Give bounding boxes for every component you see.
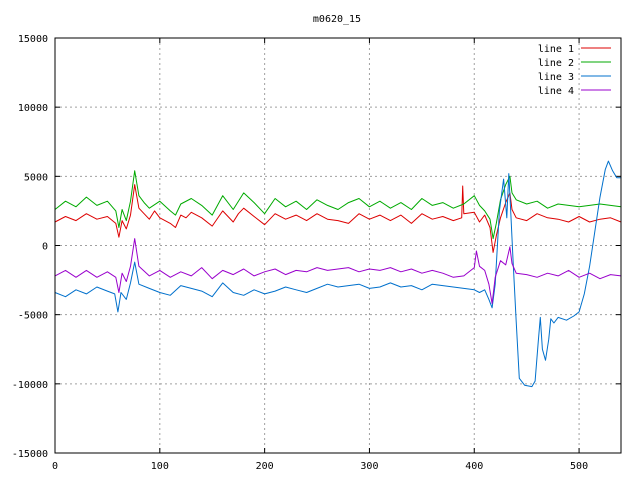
legend-label: line 2 bbox=[538, 58, 574, 69]
y-tick-label: 0 bbox=[42, 242, 48, 253]
series-lines bbox=[54, 160, 622, 388]
x-tick-label: 100 bbox=[151, 461, 169, 472]
y-tick-label: -10000 bbox=[12, 380, 48, 391]
y-tick-label: -15000 bbox=[12, 449, 48, 460]
x-tick-label: 500 bbox=[570, 461, 588, 472]
y-tick-label: 5000 bbox=[24, 172, 48, 183]
grid-lines bbox=[55, 38, 621, 453]
series-line-3 bbox=[54, 160, 621, 388]
x-tick-label: 0 bbox=[52, 461, 58, 472]
legend-label: line 4 bbox=[538, 86, 574, 97]
axis-ticks: 0 100 200 300 400 500 -15000 -10000 -5000 0 5000 10… bbox=[12, 34, 621, 472]
y-tick-label: 10000 bbox=[18, 103, 48, 114]
series-line-1 bbox=[54, 184, 622, 253]
y-tick-label: -5000 bbox=[18, 311, 48, 322]
legend: line 1 line 2 line 3 line 4 bbox=[538, 44, 611, 97]
chart-title: m0620_15 bbox=[313, 14, 361, 25]
series-line-2 bbox=[54, 170, 622, 240]
x-tick-label: 300 bbox=[360, 461, 378, 472]
y-tick-label: 15000 bbox=[18, 34, 48, 45]
legend-label: line 3 bbox=[538, 72, 574, 83]
x-tick-label: 400 bbox=[465, 461, 483, 472]
series-line-4 bbox=[54, 238, 622, 305]
legend-label: line 1 bbox=[538, 44, 574, 55]
plot-frame bbox=[54, 37, 622, 454]
x-tick-label: 200 bbox=[256, 461, 274, 472]
